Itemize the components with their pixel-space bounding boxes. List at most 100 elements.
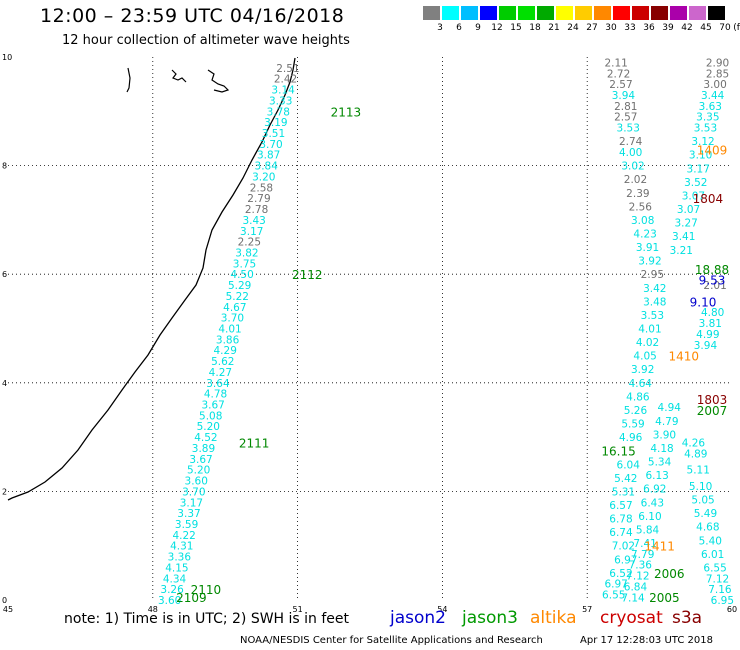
y-tick-label: 8 — [2, 162, 7, 171]
wave-height-value: 2.25 — [238, 237, 261, 249]
wave-height-value: 3.67 — [189, 454, 212, 466]
wave-height-value: 4.67 — [223, 302, 246, 314]
wave-height-value: 3.60 — [158, 595, 181, 607]
color-swatch — [651, 6, 668, 20]
wave-height-value: 3.53 — [694, 123, 717, 135]
pass-label: 1803 — [697, 393, 728, 407]
wave-height-value: 5.62 — [211, 356, 234, 368]
wave-height-value: 3.27 — [674, 218, 697, 230]
pass-label: 1410 — [668, 350, 699, 364]
wave-height-value: 3.82 — [235, 247, 258, 259]
wave-height-value: 6.84 — [624, 581, 648, 593]
wave-height-value: 2.02 — [624, 174, 647, 186]
wave-height-value: 2.56 — [629, 201, 653, 213]
wave-height-value: 2.74 — [619, 136, 643, 148]
color-swatch — [461, 6, 478, 20]
wave-height-value: 2.51 — [276, 63, 299, 75]
color-label: 30 — [605, 23, 617, 33]
wave-height-value: 6.78 — [609, 514, 632, 526]
color-swatch — [594, 6, 611, 20]
color-swatch — [423, 6, 440, 20]
y-tick-label: 2 — [2, 487, 7, 496]
pass-label: 2005 — [649, 591, 680, 605]
wave-height-value: 2.95 — [641, 269, 664, 281]
pass-label: 2109 — [176, 591, 207, 605]
wave-height-value: 4.22 — [172, 530, 195, 542]
island-coast — [171, 69, 187, 83]
wave-height-value: 3.07 — [677, 204, 700, 216]
wave-height-value: 3.81 — [699, 318, 722, 330]
pass-label: 16.15 — [601, 445, 635, 459]
x-tick-label: 57 — [582, 605, 592, 614]
wave-height-value: 3.20 — [252, 171, 275, 183]
wave-height-value: 3.33 — [269, 95, 292, 107]
legend-cryosat: cryosat — [600, 608, 663, 628]
wave-height-value: 6.97 — [614, 554, 637, 566]
color-label: 6 — [456, 23, 462, 33]
wave-height-value: 5.22 — [226, 291, 249, 303]
wave-height-value: 4.01 — [218, 324, 241, 336]
color-swatch — [613, 6, 630, 20]
wave-height-value: 4.29 — [214, 345, 237, 357]
wave-height-value: 3.84 — [255, 161, 279, 173]
wave-height-value: 3.12 — [691, 136, 714, 148]
color-swatch — [632, 6, 649, 20]
legend-s3a: s3a — [672, 608, 703, 628]
wave-height-value: 6.55 — [703, 562, 726, 574]
wave-height-value: 3.21 — [670, 245, 693, 257]
color-swatch — [499, 6, 516, 20]
wave-height-value: 5.31 — [612, 486, 635, 498]
wave-height-value: 2.58 — [250, 182, 273, 194]
x-tick-label: 51 — [293, 605, 303, 614]
color-label: 3 — [437, 23, 443, 33]
wave-height-value: 2.78 — [245, 204, 268, 216]
color-label: 42 — [681, 23, 693, 33]
wave-height-value: 6.01 — [701, 549, 724, 561]
color-swatch — [556, 6, 573, 20]
wave-height-value: 5.08 — [199, 410, 222, 422]
wave-height-value: 4.02 — [636, 337, 659, 349]
wave-height-value: 7.12 — [706, 573, 729, 585]
color-label: 70 — [719, 23, 731, 33]
wave-height-value: 3.60 — [185, 476, 208, 488]
color-label: 27 — [586, 23, 598, 33]
pass-label: 1409 — [697, 143, 728, 157]
color-label: 21 — [548, 23, 560, 33]
color-label: 15 — [510, 23, 522, 33]
wave-height-value: 4.26 — [682, 438, 706, 450]
wave-height-value: 6.13 — [645, 470, 668, 482]
wave-height-value: 4.80 — [701, 307, 724, 319]
wave-height-value: 2.42 — [274, 74, 297, 86]
color-swatch — [537, 6, 554, 20]
wave-height-value: 3.94 — [694, 340, 718, 352]
wave-height-value: 3.51 — [262, 128, 285, 140]
color-label: 9 — [475, 23, 481, 33]
y-tick-label: 6 — [2, 270, 7, 279]
wave-height-value: 4.79 — [655, 416, 678, 428]
footer-timestamp: Apr 17 12:28:03 UTC 2018 — [580, 635, 713, 646]
wave-height-value: 4.00 — [619, 147, 642, 159]
wave-height-value: 3.17 — [240, 226, 263, 238]
wave-height-value: 2.72 — [607, 68, 630, 80]
coastline — [7, 57, 296, 501]
wave-height-value: 5.10 — [689, 481, 712, 493]
wave-height-value: 3.41 — [672, 231, 695, 243]
wave-height-value: 5.40 — [699, 535, 722, 547]
footer-credit: NOAA/NESDIS Center for Satellite Applica… — [240, 635, 543, 646]
wave-height-value: 4.89 — [684, 448, 707, 460]
wave-height-value: 3.36 — [168, 552, 192, 564]
pass-label: 1804 — [693, 192, 724, 206]
wave-height-value: 3.91 — [636, 242, 659, 254]
wave-height-value: 3.67 — [201, 400, 224, 412]
color-swatch — [670, 6, 687, 20]
island-coast — [207, 69, 230, 93]
wave-height-value: 7.12 — [626, 571, 649, 583]
wave-height-value: 6.10 — [638, 511, 661, 523]
wave-height-value: 4.31 — [170, 541, 193, 553]
wave-height-value: 5.29 — [228, 280, 251, 292]
wave-height-value: 5.20 — [187, 465, 210, 477]
wave-height-value: 4.99 — [696, 329, 719, 341]
wave-height-value: 4.64 — [629, 378, 653, 390]
pass-label: 2112 — [292, 268, 323, 282]
